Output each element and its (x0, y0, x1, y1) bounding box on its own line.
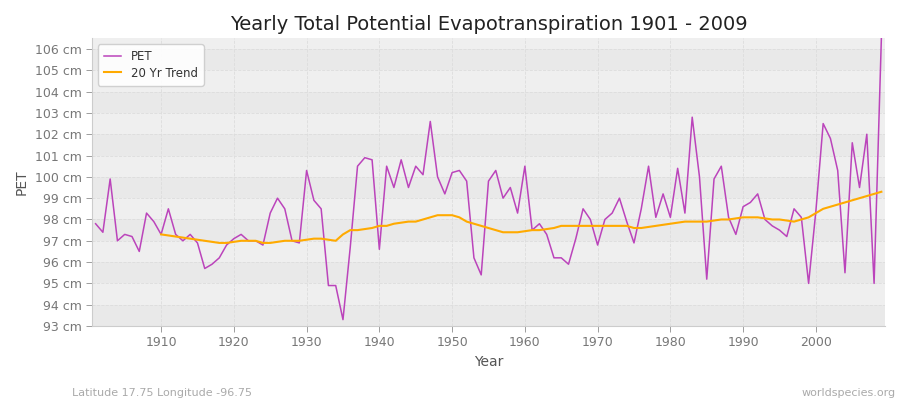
Line: 20 Yr Trend: 20 Yr Trend (161, 192, 881, 243)
20 Yr Trend (876, 189, 886, 194)
PET (359, 155, 370, 160)
20 Yr Trend (302, 237, 312, 242)
X-axis label: Year: Year (473, 355, 503, 369)
Bar (92, 134, 885, 156)
20 Yr Trend (592, 224, 603, 228)
Bar (92, 220, 885, 241)
Title: Yearly Total Potential Evapotranspiration 1901 - 2009: Yearly Total Potential Evapotranspiratio… (230, 15, 747, 34)
PET (876, 36, 886, 41)
Text: Latitude 17.75 Longitude -96.75: Latitude 17.75 Longitude -96.75 (72, 388, 252, 398)
Line: PET: PET (95, 38, 881, 320)
Text: worldspecies.org: worldspecies.org (801, 388, 896, 398)
20 Yr Trend (330, 238, 341, 243)
PET (148, 219, 159, 224)
Y-axis label: PET: PET (15, 169, 29, 195)
Bar (92, 92, 885, 113)
Bar (92, 305, 885, 326)
PET (614, 196, 625, 200)
Bar (92, 177, 885, 198)
20 Yr Trend (825, 204, 836, 209)
20 Yr Trend (847, 198, 858, 203)
Bar (92, 262, 885, 284)
PET (519, 164, 530, 168)
Legend: PET, 20 Yr Trend: PET, 20 Yr Trend (98, 44, 203, 86)
20 Yr Trend (534, 228, 544, 232)
20 Yr Trend (214, 240, 225, 245)
PET (338, 317, 348, 322)
20 Yr Trend (156, 232, 166, 237)
PET (309, 198, 320, 203)
PET (526, 228, 537, 232)
Bar (92, 49, 885, 70)
PET (90, 221, 101, 226)
